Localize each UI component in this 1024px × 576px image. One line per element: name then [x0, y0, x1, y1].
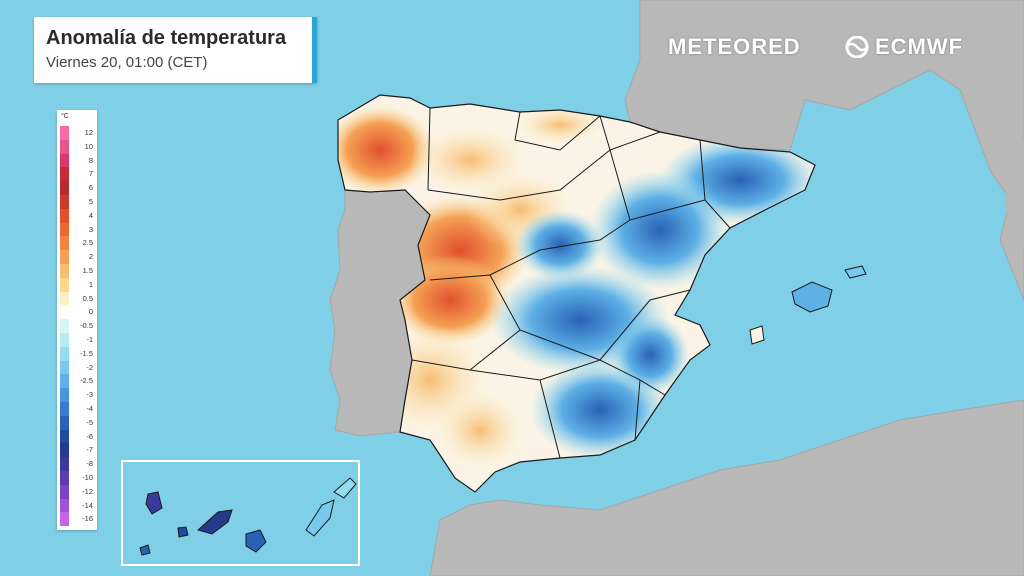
- legend-label: -14: [82, 500, 93, 510]
- ecmwf-logo: ECMWF: [842, 34, 963, 60]
- legend-swatch: [60, 332, 69, 347]
- legend-label: -12: [82, 486, 93, 496]
- legend-unit: °C: [61, 113, 69, 120]
- legend-label: -6: [86, 431, 93, 441]
- legend-swatch: [60, 167, 69, 182]
- legend-swatch: [60, 388, 69, 402]
- map-title: Anomalía de temperatura: [46, 27, 287, 49]
- legend-swatch: [60, 126, 69, 140]
- legend-label: -4: [86, 403, 93, 413]
- legend-label: 3: [88, 224, 93, 234]
- legend-label: 8: [88, 155, 93, 165]
- legend-label: 1: [88, 279, 93, 289]
- legend-swatch: [60, 250, 69, 264]
- legend-label: 2.5: [82, 238, 93, 248]
- title-box: Anomalía de temperatura Viernes 20, 01:0…: [34, 17, 317, 83]
- menorca: [844, 265, 867, 279]
- ecmwf-text: ECMWF: [875, 34, 964, 59]
- color-legend: °C 12 10 8 7 6 5 4 3 2.5 2 1.5 1 0.5 0 -0.5 -1 -1.5 -2 -2.…: [57, 110, 97, 530]
- ecmwf-wave-icon: [842, 35, 872, 59]
- sardinia-landmass: [1005, 140, 1024, 250]
- legend-swatch: [60, 512, 69, 527]
- legend-swatch: [60, 263, 69, 278]
- legend-label: 1.5: [82, 265, 93, 275]
- legend-label: -2.5: [80, 376, 93, 386]
- legend-swatch: [60, 360, 69, 375]
- legend-swatch: [60, 498, 69, 513]
- legend-swatch: [60, 277, 69, 292]
- legend-label: -16: [82, 514, 93, 524]
- region-borders: [411, 107, 731, 459]
- legend-label: 10: [84, 141, 93, 151]
- legend-label: -1: [86, 334, 93, 344]
- legend-label: -0.5: [80, 321, 93, 331]
- legend-swatch: [60, 374, 69, 389]
- legend-swatch: [60, 429, 69, 444]
- legend-label: -7: [86, 445, 93, 455]
- ibiza: [749, 325, 765, 345]
- legend-swatch: [60, 153, 69, 168]
- legend-label: -5: [86, 417, 93, 427]
- legend-swatch: [60, 470, 69, 485]
- legend-swatch: [60, 443, 69, 458]
- legend-swatch: [60, 346, 69, 361]
- legend-label: -1.5: [80, 348, 93, 358]
- legend-swatch: [60, 208, 69, 223]
- meteored-logo: METEORED: [668, 34, 801, 59]
- canary-islands-inset-frame: [121, 460, 360, 566]
- legend-label: 5: [88, 196, 93, 206]
- legend-swatch: [60, 236, 69, 251]
- legend-label: 12: [84, 128, 93, 137]
- legend-label: 0.5: [82, 293, 93, 303]
- legend-label: -2: [86, 362, 93, 372]
- legend-swatch: [60, 401, 69, 416]
- legend-swatch: [60, 305, 69, 320]
- legend-swatch: [60, 484, 69, 499]
- canary-islands: [139, 477, 357, 556]
- legend-swatch: [60, 457, 69, 471]
- legend-swatch: [60, 194, 69, 209]
- legend-label: 6: [88, 183, 93, 193]
- legend-labels: 12 10 8 7 6 5 4 3 2.5 2 1.5 1 0.5 0 -0.5 -1 -1.5 -2 -2.5 -3…: [67, 126, 93, 526]
- legend-label: -3: [86, 390, 93, 400]
- legend-swatch: [60, 222, 69, 237]
- legend-label: 0: [88, 307, 93, 317]
- legend-swatch: [60, 181, 69, 195]
- legend-label: -8: [86, 459, 93, 469]
- map-subtitle: Viernes 20, 01:00 (CET): [46, 54, 208, 71]
- legend-label: 7: [88, 169, 93, 179]
- legend-label: 4: [88, 210, 93, 220]
- legend-swatch: [60, 415, 69, 430]
- balearic-islands: [791, 281, 833, 313]
- legend-label: -10: [82, 472, 93, 482]
- legend-label: 2: [88, 252, 93, 262]
- legend-swatches: [60, 126, 69, 527]
- legend-swatch: [60, 319, 69, 333]
- legend-swatch: [60, 291, 69, 306]
- africa-landmass: [429, 399, 1024, 576]
- legend-swatch: [60, 139, 69, 154]
